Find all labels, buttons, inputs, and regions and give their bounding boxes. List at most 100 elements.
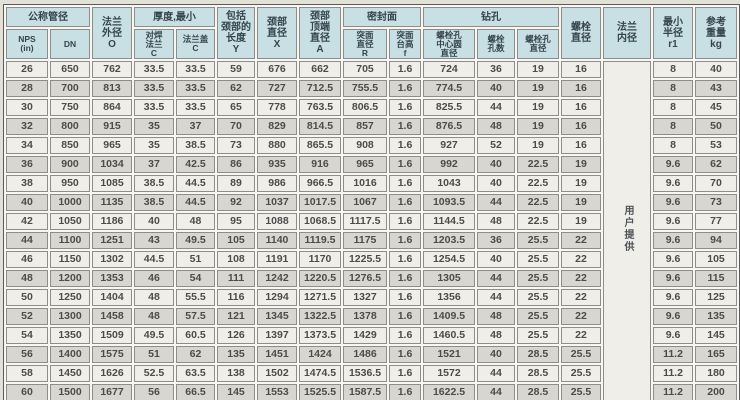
cell-weight_kg: 135 [695,308,737,325]
cell-face_f: 1.6 [389,61,421,78]
cell-flange_od: 1302 [92,251,132,268]
cell-flange_od: 813 [92,80,132,97]
cell-neck_top_a: 865.5 [299,137,341,154]
cell-bolt_dia: 19 [561,213,601,230]
cell-blind_flange_c: 48 [176,213,215,230]
cell-flange_od: 1135 [92,194,132,211]
cell-bolt_dia: 25.5 [561,384,601,400]
cell-face_f: 1.6 [389,99,421,116]
header-flange-od: 法兰 外径 O [92,7,132,59]
header-bolt-circle-dia: 螺栓孔 中心圆 直径 [423,29,475,59]
cell-bolt_count: 40 [477,156,515,173]
cell-bolt_circle: 1305 [423,270,475,287]
cell-min_r1: 9.6 [653,232,693,249]
cell-face_f: 1.6 [389,289,421,306]
cell-dn: 650 [50,61,90,78]
cell-blind_flange_c: 66.5 [176,384,215,400]
cell-flange_od: 762 [92,61,132,78]
cell-neck_top_a: 712.5 [299,80,341,97]
cell-min_r1: 8 [653,118,693,135]
cell-bolt_hole_dia: 22.5 [517,213,559,230]
header-blind-flange-c: 法兰盖 C [176,29,215,59]
cell-weld_flange_c: 43 [134,232,174,249]
cell-neck_top_a: 1525.5 [299,384,341,400]
cell-bolt_hole_dia: 28.5 [517,384,559,400]
cell-dn: 1150 [50,251,90,268]
cell-flange_od: 1458 [92,308,132,325]
table-row: 56 1400 1575 51 62 135 1451 1424 1486 1.6 1521 40 28… [6,346,737,363]
cell-bolt_dia: 22 [561,289,601,306]
cell-face_f: 1.6 [389,270,421,287]
cell-face_r: 1225.5 [343,251,387,268]
cell-length_y: 105 [217,232,255,249]
cell-bolt_circle: 1144.5 [423,213,475,230]
cell-length_y: 86 [217,156,255,173]
table-row: 34 850 965 35 38.5 73 880 865.5 908 1.6 927 52 19 16 8… [6,137,737,154]
cell-flange_od: 1085 [92,175,132,192]
cell-face_f: 1.6 [389,175,421,192]
cell-dn: 1000 [50,194,90,211]
cell-bolt_dia: 19 [561,175,601,192]
cell-min_r1: 8 [653,61,693,78]
cell-length_y: 89 [217,175,255,192]
table-header: 公称管径 法兰 外径 O 厚度,最小 包括 颈部的 长度 Y 颈部 直径 X 颈… [6,7,737,59]
cell-min_r1: 8 [653,137,693,154]
cell-blind_flange_c: 54 [176,270,215,287]
cell-neck_x: 727 [257,80,297,97]
cell-bolt_circle: 927 [423,137,475,154]
cell-nps: 60 [6,384,48,400]
cell-neck_x: 829 [257,118,297,135]
cell-weld_flange_c: 48 [134,289,174,306]
cell-nps: 54 [6,327,48,344]
cell-nps: 48 [6,270,48,287]
cell-bolt_dia: 16 [561,99,601,116]
cell-nps: 44 [6,232,48,249]
cell-face_r: 1486 [343,346,387,363]
cell-bolt_hole_dia: 25.5 [517,232,559,249]
cell-neck_x: 1553 [257,384,297,400]
cell-weight_kg: 125 [695,289,737,306]
cell-face_r: 1175 [343,232,387,249]
cell-nps: 58 [6,365,48,382]
cell-min_r1: 9.6 [653,175,693,192]
header-seal-face-group: 密封面 [343,7,421,27]
cell-bolt_count: 48 [477,327,515,344]
cell-bolt_dia: 25.5 [561,365,601,382]
cell-dn: 1100 [50,232,90,249]
cell-bolt_dia: 16 [561,118,601,135]
cell-blind_flange_c: 44.5 [176,194,215,211]
cell-length_y: 59 [217,61,255,78]
cell-neck_top_a: 1017.5 [299,194,341,211]
cell-weight_kg: 40 [695,61,737,78]
cell-dn: 850 [50,137,90,154]
cell-face_f: 1.6 [389,137,421,154]
table-row: 46 1150 1302 44.5 51 108 1191 1170 1225.5 1.6 1254… [6,251,737,268]
cell-bolt_dia: 22 [561,270,601,287]
cell-face_f: 1.6 [389,156,421,173]
cell-nps: 36 [6,156,48,173]
cell-face_r: 1378 [343,308,387,325]
cell-flange_od: 965 [92,137,132,154]
cell-neck_x: 1345 [257,308,297,325]
cell-face_r: 908 [343,137,387,154]
cell-bolt_circle: 992 [423,156,475,173]
cell-bolt_count: 40 [477,346,515,363]
cell-neck_top_a: 1322.5 [299,308,341,325]
cell-length_y: 70 [217,118,255,135]
cell-blind_flange_c: 51 [176,251,215,268]
cell-flange_od: 1353 [92,270,132,287]
cell-neck_x: 880 [257,137,297,154]
table-row: 50 1250 1404 48 55.5 116 1294 1271.5 1327 1.6 1356… [6,289,737,306]
cell-bolt_count: 48 [477,118,515,135]
header-raised-face-dia: 突面 直径 R [343,29,387,59]
cell-weld_flange_c: 46 [134,270,174,287]
cell-blind_flange_c: 55.5 [176,289,215,306]
cell-bolt_dia: 25.5 [561,346,601,363]
cell-nps: 52 [6,308,48,325]
cell-face_f: 1.6 [389,232,421,249]
cell-face_f: 1.6 [389,346,421,363]
cell-weight_kg: 43 [695,80,737,97]
cell-face_f: 1.6 [389,118,421,135]
table-body: 26 650 762 33.5 33.5 59 676 662 705 1.6 724 36 19 16 用… [6,61,737,400]
cell-min_r1: 9.6 [653,156,693,173]
